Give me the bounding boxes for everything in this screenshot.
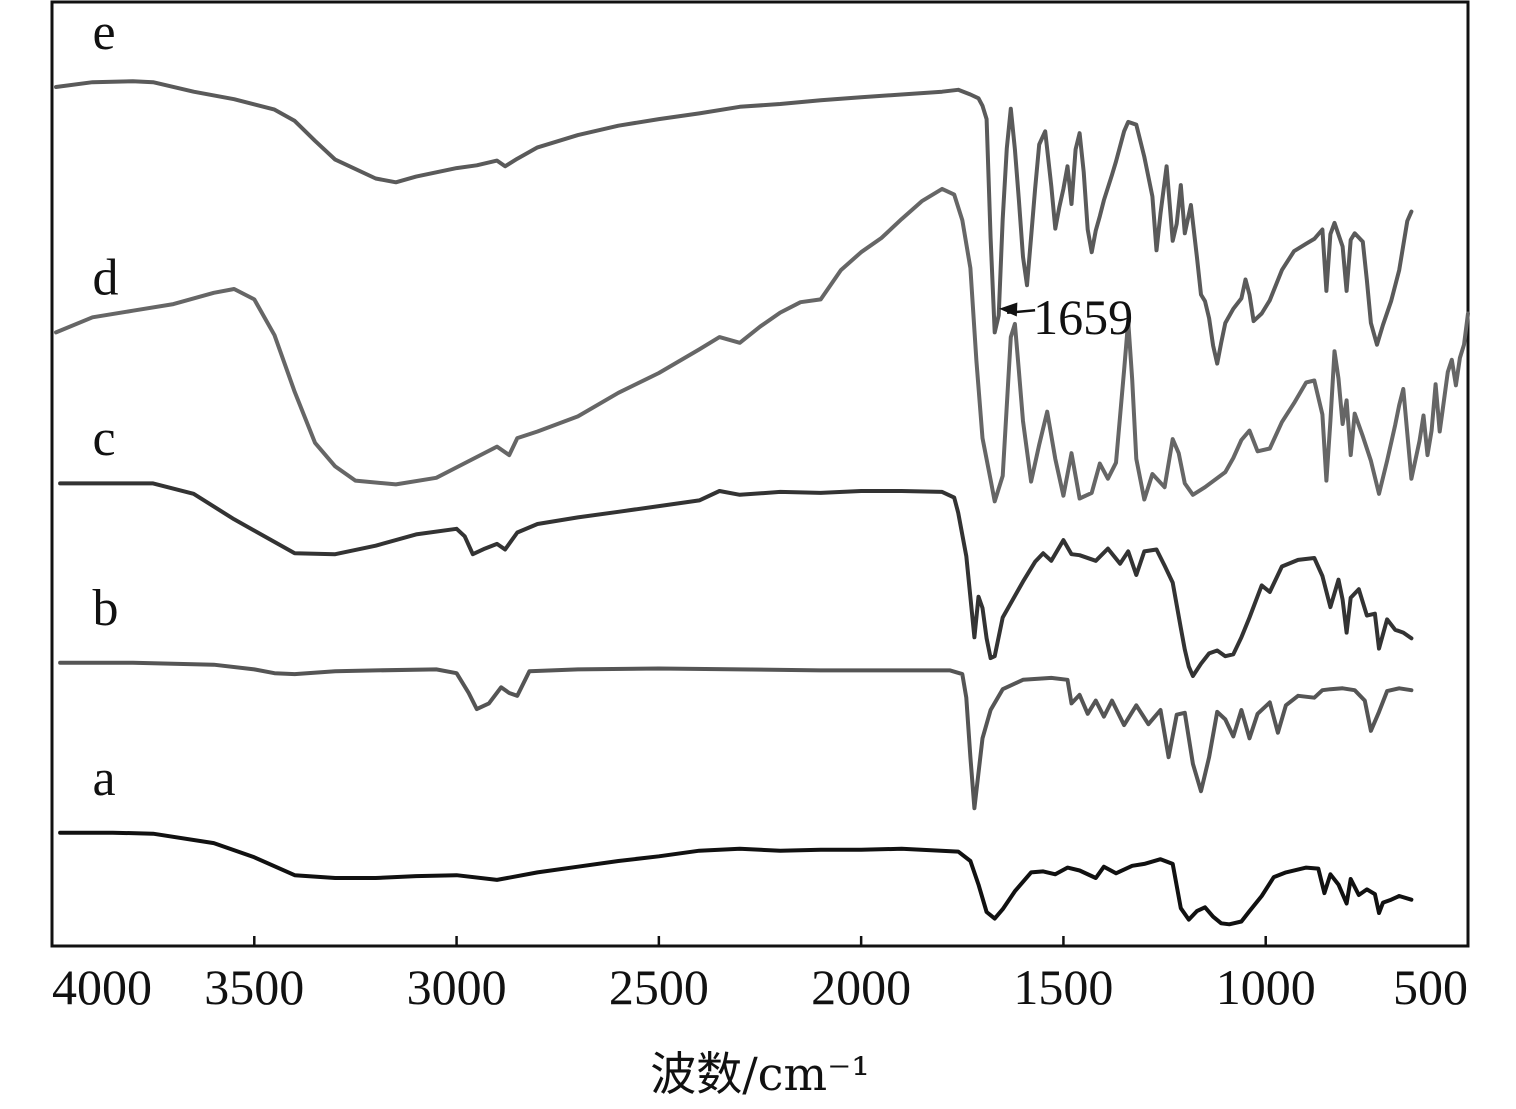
plot-frame — [50, 0, 1470, 948]
series-line-d — [54, 186, 1470, 504]
x-tick-label: 1500 — [1013, 959, 1113, 1015]
x-tick-label: 3500 — [204, 959, 304, 1015]
series-label-a: a — [92, 750, 115, 807]
x-tick-label: 2500 — [609, 959, 709, 1015]
annotation-arrowhead — [999, 302, 1018, 317]
x-axis-ticks: 4000 3500 3000 2500 2000 1500 1000 500 — [50, 936, 1470, 1015]
series-label-b: b — [92, 580, 118, 637]
series-label-d: d — [92, 250, 118, 307]
series-labels: a b c d e — [92, 4, 118, 807]
series-line-c — [58, 481, 1414, 678]
x-axis-title: 波数/cm⁻¹ — [650, 1047, 870, 1101]
peak-annotations: 1659 — [999, 289, 1133, 345]
x-tick-label: 500 — [1393, 959, 1468, 1015]
x-tick-label: 4000 — [52, 959, 152, 1015]
series-label-e: e — [92, 4, 115, 61]
series-label-c: c — [92, 410, 115, 467]
x-tick-label: 1000 — [1216, 959, 1316, 1015]
series-line-b — [58, 660, 1414, 811]
series-line-e — [54, 79, 1414, 366]
peak-annotation-label: 1659 — [1033, 289, 1133, 345]
series-line-a — [58, 830, 1414, 927]
x-tick-label: 2000 — [811, 959, 911, 1015]
spectra-lines — [54, 79, 1470, 927]
x-tick-label: 3000 — [407, 959, 507, 1015]
